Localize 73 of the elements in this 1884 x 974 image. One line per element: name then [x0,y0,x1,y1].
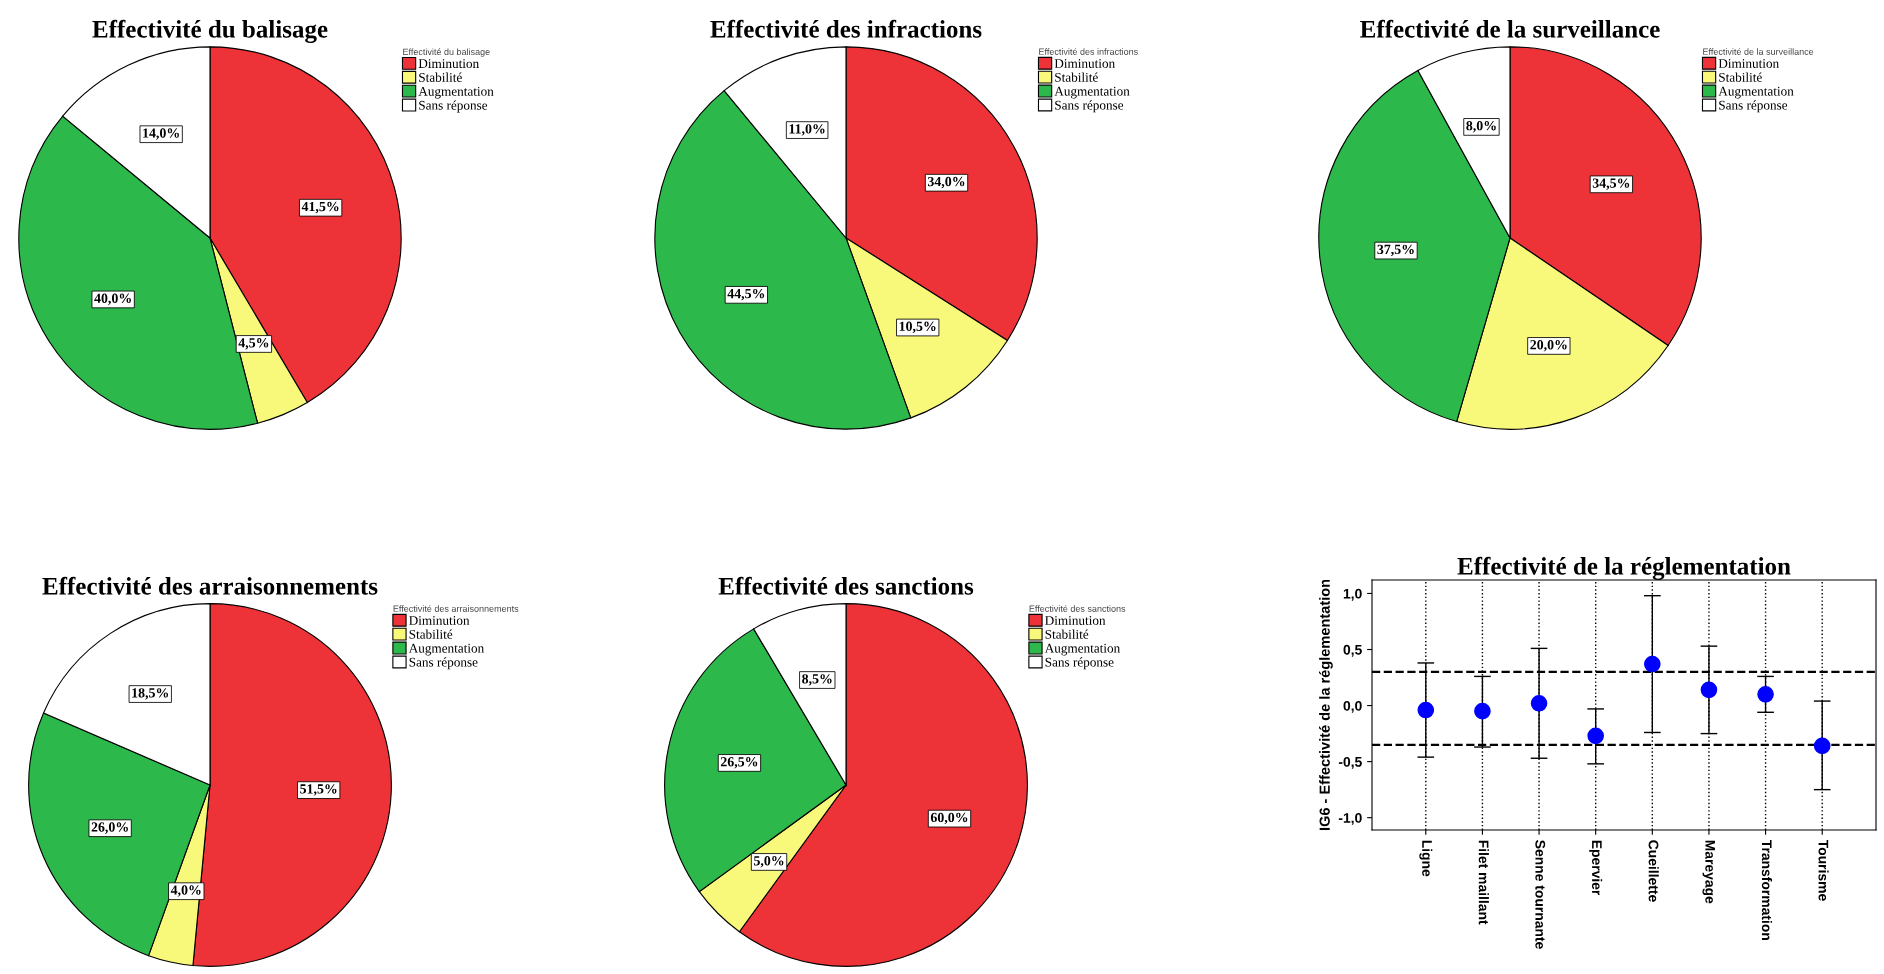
data-label: 41,5% [301,201,339,214]
x-tick-label: Transformation [1761,839,1773,940]
data-label: 34,5% [1592,178,1630,190]
x-tick-label: Tourisme [1818,839,1829,901]
chart-title: Effectivité de la réglementation [1457,556,1791,580]
y-tick-label: 0,5 [1343,644,1362,657]
legend-label: Augmentation [1054,86,1130,99]
legend-label: Sans réponse [409,657,478,670]
legend-label: Stabilité [409,629,453,639]
data-label: 8,0% [1466,121,1496,133]
legend-label: Stabilité [419,72,462,82]
data-label: 4,0% [170,885,201,897]
point [1474,702,1491,720]
data-label: 40,0% [94,293,131,305]
chart-title: Effectivité du balisage [92,19,328,43]
legend-label: Diminution [418,59,479,69]
data-label: 51,5% [300,784,337,796]
point [1530,695,1548,712]
point [1757,686,1774,703]
x-tick-label: Epervier [1589,840,1603,896]
data-label: 26,5% [720,757,758,769]
x-tick-label: Ligne [1419,840,1433,877]
legend-label: Sans réponse [419,100,488,113]
data-label: 10,5% [899,321,936,334]
data-label: 14,0% [143,128,179,140]
y-tick-label: -1,0 [1338,813,1362,825]
x-tick-label: Senne tournante [1535,840,1546,949]
legend-label: Diminution [1718,59,1779,68]
y-tick-label: -0,5 [1338,756,1362,769]
y-tick-label: 0,0 [1343,700,1362,713]
legend-label: Augmentation [1044,643,1120,656]
data-label: 8,5% [802,674,832,686]
data-label: 26,0% [91,822,128,834]
legend-title: Effectivité des sanctions [1029,605,1126,612]
legend-label: Sans réponse [1055,100,1124,113]
legend-label: Stabilité [1719,72,1762,82]
data-label: 34,0% [927,176,965,189]
y-axis-title: IG6 - Effectivité de la réglementation [1319,579,1333,831]
point [1417,701,1435,719]
legend-label: Augmentation [418,86,494,99]
data-label: 18,5% [132,688,169,700]
chart-title: Effectivité des infractions [710,19,982,38]
legend-label: Diminution [409,616,470,625]
legend-label: Diminution [1054,59,1115,68]
chart-title: Effectivité de la surveillance [1360,19,1660,38]
point [1813,737,1831,755]
legend-title: Effectivité des arraisonnements [393,605,519,612]
legend-label: Diminution [1045,616,1106,625]
data-label: 11,0% [789,124,825,136]
legend-label: Augmentation [408,643,484,656]
point [1700,681,1718,699]
data-label: 60,0% [930,812,968,825]
legend-title: Effectivité du balisage [403,48,490,57]
data-label: 44,5% [727,288,765,301]
data-label: 20,0% [1530,340,1567,352]
point [1587,727,1604,745]
legend-title: Effectivité des infractions [1039,48,1138,55]
point [1644,655,1661,673]
legend-label: Stabilité [1045,629,1089,639]
x-tick-label: Filet maillant [1478,840,1489,925]
y-tick-label: 1,0 [1343,588,1362,601]
data-label: 4,5% [238,338,269,350]
legend-label: Sans réponse [1719,100,1788,113]
data-label: 37,5% [1377,244,1414,257]
legend-label: Stabilité [1055,72,1098,82]
legend-label: Augmentation [1718,86,1794,99]
legend-label: Sans réponse [1045,657,1114,670]
x-tick-label: Cueillette [1648,840,1659,902]
data-label: 5,0% [753,856,784,868]
chart-title: Effectivité des sanctions [718,576,974,595]
chart-title: Effectivité des arraisonnements [42,576,378,595]
legend-title: Effectivité de la surveillance [1703,48,1814,55]
x-tick-label: Mareyage [1702,840,1715,904]
